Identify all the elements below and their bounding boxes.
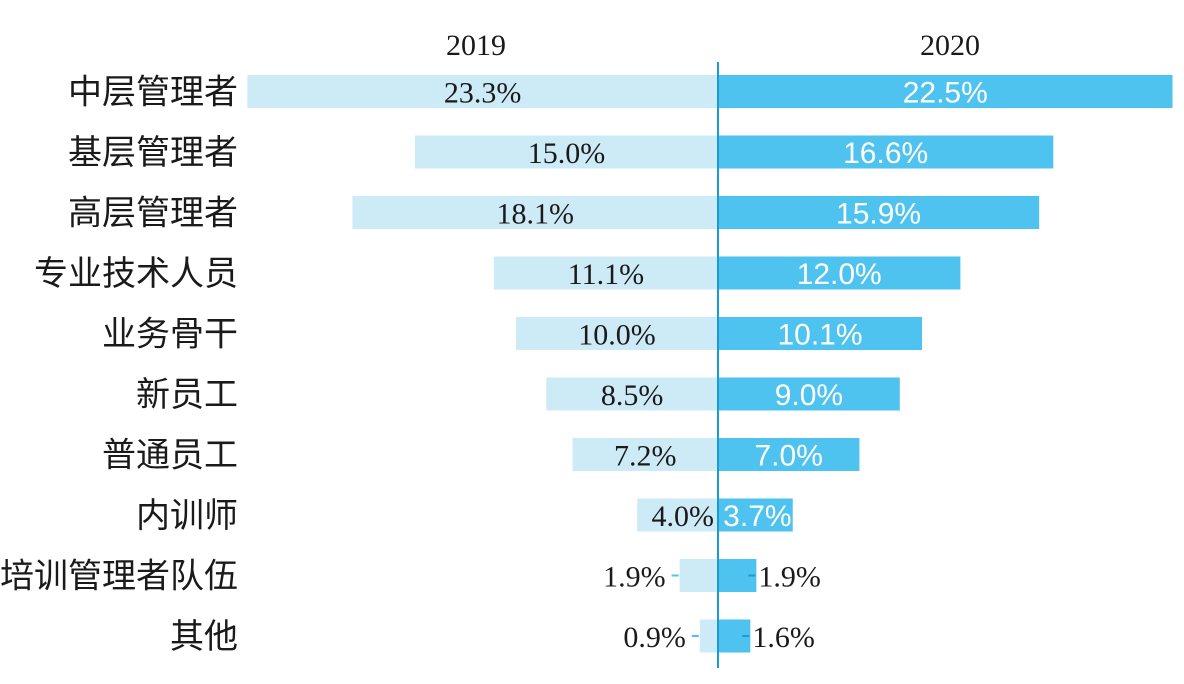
data-label-2020: 3.7% (723, 500, 791, 533)
series-2019-bars (247, 75, 718, 653)
bar-2020-2 (718, 196, 1040, 229)
bar-2019-4 (516, 317, 718, 350)
data-label-2019: 23.3% (444, 77, 522, 110)
data-label-2019: 0.9% (623, 621, 686, 654)
data-label-2019: 15.0% (528, 137, 606, 170)
data-label-2020: 15.9% (836, 198, 921, 231)
category-label: 高层管理者 (68, 194, 238, 234)
data-label-2019: 1.9% (603, 561, 666, 594)
bar-2019-7 (637, 498, 718, 532)
data-label-2020: 9.0% (775, 379, 843, 412)
bar-2019-6 (572, 438, 718, 471)
bar-2019-0 (247, 75, 718, 108)
data-label-2019: 4.0% (652, 500, 715, 533)
data-label-2020: 12.0% (797, 258, 882, 291)
bar-2019-5 (546, 377, 718, 411)
category-label: 其他 (170, 617, 238, 657)
series-name-2019: 2019 (446, 29, 506, 62)
bar-2019-3 (493, 256, 718, 290)
category-label: 普通员工 (102, 436, 238, 476)
series-name-2020: 2020 (920, 29, 980, 62)
data-label-2020: 1.9% (758, 561, 821, 594)
data-label-2019: 10.0% (578, 319, 656, 352)
data-label-2020: 16.6% (843, 137, 928, 170)
bar-2020-3 (718, 256, 961, 290)
bar-2020-4 (718, 317, 923, 350)
category-label: 专业技术人员 (34, 254, 238, 294)
data-label-2019: 8.5% (601, 379, 664, 412)
category-label: 业务骨干 (102, 315, 238, 355)
data-label-2019: 11.1% (568, 258, 644, 291)
bar-2019-9 (699, 619, 718, 653)
bar-2020-1 (718, 135, 1054, 169)
bar-2020-7 (718, 498, 793, 532)
category-label: 基层管理者 (68, 133, 238, 173)
data-label-2020: 7.0% (755, 440, 823, 473)
category-label: 培训管理者队伍 (0, 557, 238, 597)
bar-2020-5 (718, 377, 900, 411)
bar-2019-1 (415, 135, 718, 169)
bar-2020-0 (718, 75, 1173, 108)
data-label-2019: 7.2% (614, 440, 677, 473)
data-label-2020: 22.5% (903, 77, 988, 110)
bar-2019-8 (679, 559, 718, 592)
data-label-2019: 18.1% (496, 198, 574, 231)
data-label-2020: 1.6% (752, 621, 815, 654)
data-label-2020: 10.1% (777, 319, 862, 352)
category-label: 新员工 (136, 375, 238, 415)
series-2020-bars (718, 75, 1173, 653)
category-label: 内训师 (136, 496, 238, 536)
bar-2020-6 (718, 438, 860, 471)
category-labels: 中层管理者基层管理者高层管理者专业技术人员业务骨干新员工普通员工内训师培训管理者… (0, 73, 238, 658)
data-labels: 23.3% 22.5% 15.0% 16.6% 18.1% 15.9% 11.1% 12.0%… (444, 77, 988, 655)
category-label: 中层管理者 (68, 73, 238, 113)
bar-2019-2 (352, 196, 718, 229)
